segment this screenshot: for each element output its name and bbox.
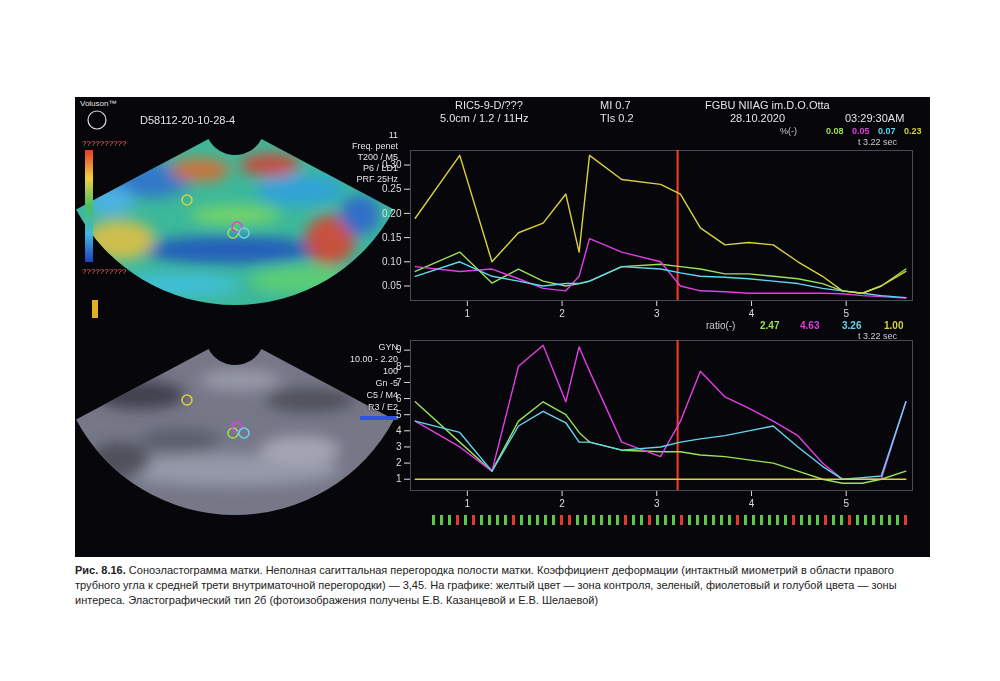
- svg-text:6: 6: [396, 393, 402, 404]
- svg-text:5: 5: [843, 308, 849, 319]
- svg-text:4: 4: [396, 425, 402, 436]
- svg-text:0.05: 0.05: [382, 280, 402, 291]
- svg-text:1: 1: [465, 498, 471, 509]
- svg-text:3: 3: [396, 441, 402, 452]
- svg-text:1: 1: [465, 308, 471, 319]
- svg-text:2: 2: [396, 457, 402, 468]
- svg-text:3: 3: [654, 498, 660, 509]
- svg-text:5: 5: [396, 409, 402, 420]
- svg-text:5: 5: [843, 498, 849, 509]
- svg-text:0.20: 0.20: [382, 208, 402, 219]
- svg-text:9: 9: [396, 344, 402, 355]
- svg-text:0.30: 0.30: [382, 159, 402, 170]
- svg-text:0.25: 0.25: [382, 183, 402, 194]
- svg-text:7: 7: [396, 377, 402, 388]
- svg-text:0.15: 0.15: [382, 232, 402, 243]
- svg-text:2: 2: [559, 498, 565, 509]
- svg-text:1: 1: [396, 473, 402, 484]
- svg-text:2: 2: [559, 308, 565, 319]
- svg-text:3: 3: [654, 308, 660, 319]
- svg-text:4: 4: [749, 308, 755, 319]
- svg-text:4: 4: [749, 498, 755, 509]
- svg-text:8: 8: [396, 361, 402, 372]
- svg-text:0.10: 0.10: [382, 256, 402, 267]
